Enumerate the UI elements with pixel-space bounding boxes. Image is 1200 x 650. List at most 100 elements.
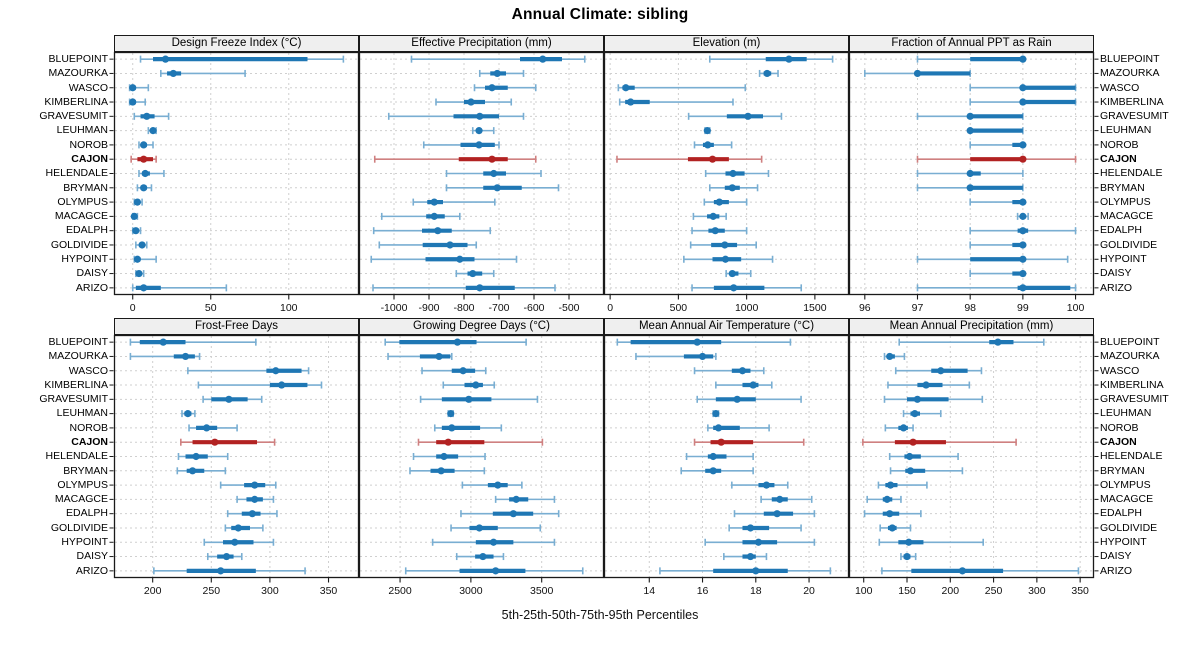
station-label-bluepoint: BLUEPOINT (1100, 53, 1160, 65)
station-label-norob: NOROB (1100, 138, 1139, 151)
panel-row-2: BLUEPOINT MAZOURKA WASCO KIMBERLINA GRAVESUM… (0, 318, 1200, 597)
station-label-mazourka: MAZOURKA (1100, 67, 1160, 80)
station-label-leuhman: LEUHMAN (56, 124, 108, 137)
station-label-mazourka: MAZOURKA (48, 350, 108, 363)
station-label-hypoint: HYPOINT (1100, 252, 1147, 265)
station-label-wasco: WASCO (68, 364, 108, 377)
station-label-daisy: DAISY (76, 550, 108, 563)
station-label-macagce: MACAGCE (54, 493, 108, 506)
svg-text:300: 300 (1028, 585, 1046, 597)
station-label-bluepoint: BLUEPOINT (48, 53, 108, 65)
station-label-bryman: BRYMAN (1100, 464, 1145, 477)
svg-text:-500: -500 (558, 302, 579, 314)
station-labels-right: BLUEPOINT MAZOURKA WASCO KIMBERLINA GRAVESUM… (1094, 35, 1200, 314)
panel-frost-free-days: Frost-Free Days 200 250 300 350 (109, 318, 360, 597)
panel-chart: 0 500 1000 1500 (603, 51, 850, 314)
station-label-hypoint: HYPOINT (1100, 535, 1147, 548)
station-label-macagce: MACAGCE (1100, 493, 1154, 506)
panel-strip: Mean Annual Precipitation (mm) (849, 318, 1094, 335)
station-label-gravesumit: GRAVESUMIT (39, 393, 108, 406)
panel-mean-annual-air-temperature-c: Mean Annual Air Temperature (°C) 14 16 18 20 (603, 318, 850, 597)
panel-chart: 0 50 100 (109, 51, 360, 314)
station-label-gravesumit: GRAVESUMIT (1100, 393, 1169, 406)
svg-text:1000: 1000 (735, 302, 759, 314)
svg-text:-1000: -1000 (381, 302, 408, 314)
station-label-goldivide: GOLDIVIDE (1100, 521, 1158, 534)
panel-chart: 2500 3000 3500 (358, 334, 605, 597)
panel-row-1: BLUEPOINT MAZOURKA WASCO KIMBERLINA GRAVESUM… (0, 35, 1200, 314)
station-label-bryman: BRYMAN (63, 464, 108, 477)
svg-text:250: 250 (985, 585, 1003, 597)
station-label-wasco: WASCO (1100, 81, 1140, 94)
svg-text:16: 16 (697, 585, 709, 597)
svg-text:-700: -700 (488, 302, 509, 314)
svg-text:500: 500 (670, 302, 688, 314)
station-label-helendale: HELENDALE (1100, 167, 1163, 180)
svg-text:-900: -900 (418, 302, 439, 314)
svg-text:18: 18 (750, 585, 762, 597)
svg-text:14: 14 (643, 585, 655, 597)
station-label-goldivide: GOLDIVIDE (1100, 238, 1158, 251)
panel-fraction-of-annual-ppt-as-rain: Fraction of Annual PPT as Rain 96 97 98 99 10… (848, 35, 1099, 314)
svg-text:50: 50 (205, 302, 217, 314)
station-label-olympus: OLYMPUS (57, 478, 108, 491)
station-label-wasco: WASCO (1100, 364, 1140, 377)
station-label-arizo: ARIZO (75, 281, 108, 294)
svg-text:100: 100 (855, 585, 873, 597)
svg-text:100: 100 (280, 302, 298, 314)
panel-strip: Fraction of Annual PPT as Rain (849, 35, 1094, 52)
station-labels-left: BLUEPOINT MAZOURKA WASCO KIMBERLINA GRAVESUM… (0, 35, 114, 314)
svg-text:350: 350 (320, 585, 338, 597)
svg-text:250: 250 (203, 585, 221, 597)
station-label-arizo: ARIZO (1100, 564, 1133, 577)
station-label-mazourka: MAZOURKA (48, 67, 108, 80)
svg-text:300: 300 (261, 585, 279, 597)
station-label-cajon: CAJON (71, 152, 108, 165)
svg-text:3000: 3000 (459, 585, 483, 597)
station-label-macagce: MACAGCE (1100, 210, 1154, 223)
station-label-olympus: OLYMPUS (57, 195, 108, 208)
panel-strip: Growing Degree Days (°C) (359, 318, 604, 335)
panel-effective-precipitation-mm: Effective Precipitation (mm) -1000 -900 -80… (358, 35, 605, 314)
station-label-helendale: HELENDALE (45, 167, 108, 180)
svg-text:-600: -600 (523, 302, 544, 314)
station-label-bryman: BRYMAN (63, 181, 108, 194)
panel-chart: 96 97 98 99 100 (848, 51, 1099, 314)
station-label-cajon: CAJON (1100, 152, 1137, 165)
panel-design-freeze-index-c: Design Freeze Index (°C) 0 50 100 (109, 35, 360, 314)
station-labels-right: BLUEPOINT MAZOURKA WASCO KIMBERLINA GRAVESUM… (1094, 318, 1200, 597)
station-label-daisy: DAISY (1100, 550, 1132, 563)
panel-growing-degree-days-c: Growing Degree Days (°C) 2500 3000 3500 (358, 318, 605, 597)
station-label-kimberlina: KIMBERLINA (44, 95, 108, 108)
station-label-cajon: CAJON (1100, 435, 1137, 448)
station-label-gravesumit: GRAVESUMIT (39, 110, 108, 123)
panel-strip: Frost-Free Days (114, 318, 359, 335)
station-label-norob: NOROB (69, 138, 108, 151)
panel-strip: Elevation (m) (604, 35, 849, 52)
station-label-olympus: OLYMPUS (1100, 478, 1151, 491)
station-label-helendale: HELENDALE (45, 450, 108, 463)
station-label-mazourka: MAZOURKA (1100, 350, 1160, 363)
station-label-arizo: ARIZO (1100, 281, 1133, 294)
svg-text:20: 20 (803, 585, 815, 597)
station-label-kimberlina: KIMBERLINA (1100, 95, 1164, 108)
station-label-daisy: DAISY (76, 267, 108, 280)
svg-text:150: 150 (898, 585, 916, 597)
svg-text:0: 0 (607, 302, 613, 314)
station-label-kimberlina: KIMBERLINA (44, 378, 108, 391)
svg-text:-800: -800 (453, 302, 474, 314)
panel-chart: -1000 -900 -800 -700 -600 -500 (358, 51, 605, 314)
svg-text:99: 99 (1017, 302, 1029, 314)
station-label-edalph: EDALPH (1100, 507, 1143, 520)
panel-group-row-2: Frost-Free Days 200 250 300 350 Growing Degre… (109, 318, 1099, 597)
station-label-bluepoint: BLUEPOINT (1100, 336, 1160, 348)
svg-text:97: 97 (912, 302, 924, 314)
station-label-edalph: EDALPH (65, 224, 108, 237)
station-label-edalph: EDALPH (1100, 224, 1143, 237)
svg-text:3500: 3500 (530, 585, 554, 597)
station-label-cajon: CAJON (71, 435, 108, 448)
svg-text:200: 200 (144, 585, 162, 597)
figure-title: Annual Climate: sibling (511, 6, 689, 23)
panel-chart: 14 16 18 20 (603, 334, 850, 597)
